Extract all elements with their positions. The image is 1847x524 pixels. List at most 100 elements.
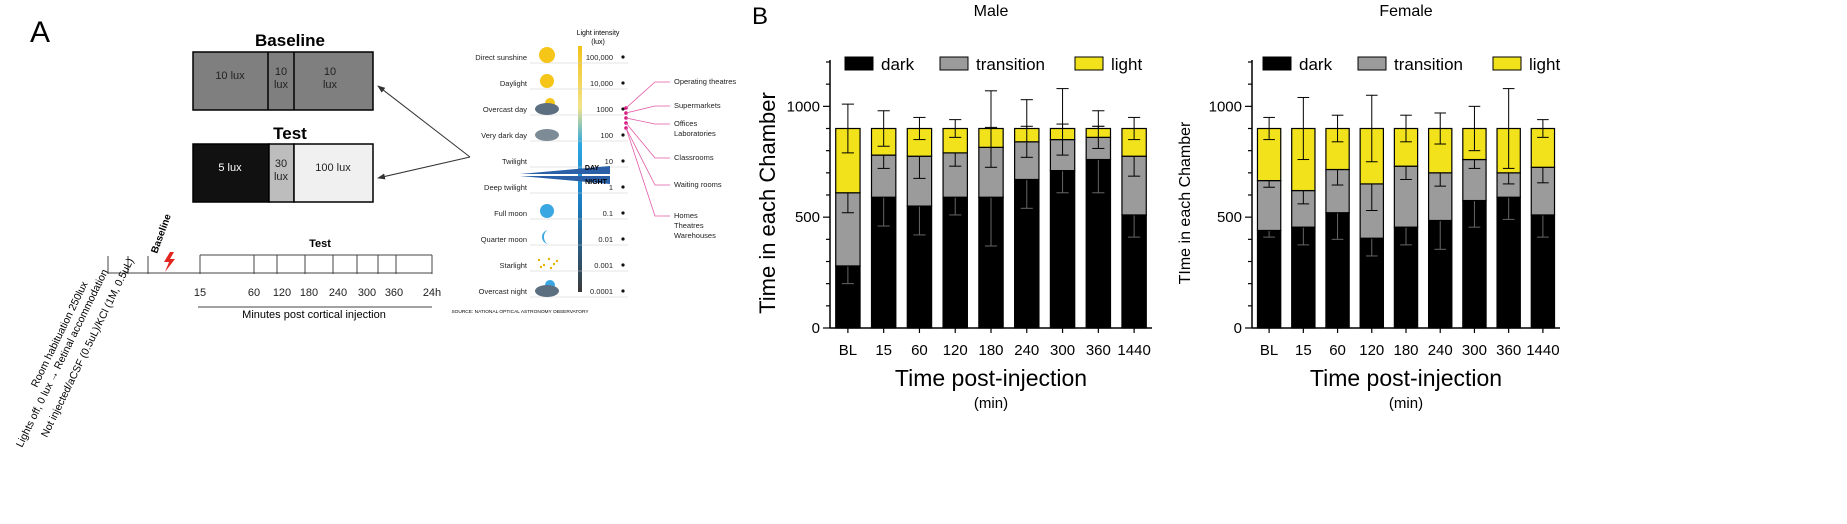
light-level-value: 0.01 [598,235,613,244]
legend-label-transition: transition [1394,55,1463,74]
light-level-dot [621,211,625,215]
x-tick-label: 15 [875,342,892,359]
x-tick-label: 120 [943,342,968,359]
y-axis-label: Time in each Chamber [755,92,780,314]
legend-swatch-transition [939,56,969,71]
cloud-icon [535,103,559,115]
timeline-test-label: Test [309,238,331,250]
x-tick-label: 300 [1050,342,1075,359]
place-label: Offices Laboratories [674,119,716,138]
light-level-name: Full moon [494,209,527,218]
sun-icon [540,74,554,88]
chart-title: Male [974,3,1009,20]
timeline-tick-label: 180 [300,287,318,299]
legend-swatch-light [1074,56,1104,71]
x-axis-label: Time post-injection [1310,365,1502,391]
light-level-name: Overcast day [483,105,527,114]
x-tick-label: 60 [911,342,928,359]
timeline-tick-label: 120 [273,287,291,299]
night-label: NIGHT [585,179,608,186]
place-label: Homes Theatres Warehouses [674,211,716,240]
place-connector [625,105,670,114]
test-box: 5 lux 30 lux 100 lux [192,143,374,203]
chart-title: Female [1379,3,1432,20]
female-chart: Female 0 500 1000 TIme in each Chamber BL 15 60… [1177,3,1560,412]
light-level-value: 10,000 [590,79,613,88]
light-level-value: 100,000 [586,53,613,62]
place-label: Classrooms [674,153,714,162]
light-level-dot [621,289,625,293]
x-tick-label: 180 [1393,342,1418,359]
night-wedge [520,176,610,184]
cloud-icon [535,129,559,141]
legend-label-light: light [1111,55,1142,74]
x-tick-label: 1440 [1117,342,1150,359]
place-connector [625,127,670,186]
test-zone-2-label: 30 lux [274,158,289,183]
light-level-dot [621,237,625,241]
place-label: Operating theatres [674,77,736,86]
light-level-dot [621,185,625,189]
baseline-zone-1-label: 10 lux [215,70,245,82]
timeline-tick-label: 360 [385,287,403,299]
light-scale: Light intensity (lux) Direct sunshine 100,… [451,30,736,315]
star-icon [547,257,551,261]
legend-swatch-transition [1357,56,1387,71]
timeline-tick-label: 15 [194,287,206,299]
x-axis-unit: (min) [1389,395,1423,412]
light-level-name: Deep twilight [484,183,528,192]
light-level-dot [621,159,625,163]
timeline-axis-caption: Minutes post cortical injection [242,309,386,321]
lightning-icon [164,252,175,272]
x-tick-label: 180 [978,342,1003,359]
arrow-to-test [377,156,471,180]
x-tick-label: 15 [1295,342,1312,359]
light-level-value: 100 [600,131,613,140]
x-tick-label: 360 [1496,342,1521,359]
legend-label-dark: dark [881,55,915,74]
panel-b-label: B [752,3,768,30]
x-tick-label: 240 [1014,342,1039,359]
light-level-name: Overcast night [479,287,528,296]
light-level-value: 10 [605,157,613,166]
place-label: Supermarkets [674,101,721,110]
light-level-name: Very dark day [481,131,527,140]
test-title: Test [273,124,307,143]
y-tick-label: 1000 [787,98,820,115]
light-level-name: Direct sunshine [475,53,527,62]
light-level-name: Quarter moon [481,235,527,244]
test-zone-3-label: 100 lux [315,162,351,174]
x-axis-unit: (min) [974,395,1008,412]
place-label: Waiting rooms [674,180,722,189]
quarter-moon-icon [542,230,549,244]
day-wedge [520,166,610,174]
timeline-tick-label: 60 [248,287,260,299]
x-tick-label: 1440 [1526,342,1559,359]
baseline-zone-3-label: 10 lux [323,66,338,91]
star-icon [549,266,553,270]
baseline-title: Baseline [255,31,325,50]
night-cloud-icon [535,285,559,297]
male-chart: Male 0 500 1000 Time in each Chamber BL 15 60 12… [755,3,1152,412]
star-icon [552,262,556,266]
light-level-value: 0.1 [603,209,613,218]
test-zone-1-label: 5 lux [218,162,242,174]
timeline-tick-label: 300 [358,287,376,299]
y-tick-label: 500 [1217,209,1242,226]
day-label: DAY [585,165,599,172]
y-tick-label: 0 [812,320,820,337]
light-level-dot [621,55,625,59]
star-icon [537,258,541,262]
x-axis-label: Time post-injection [895,365,1087,391]
star-icon [542,263,546,267]
star-icon [555,259,559,263]
x-tick-label: 300 [1462,342,1487,359]
bar-dark [1049,170,1076,329]
timeline-tick-label: 240 [329,287,347,299]
legend-swatch-dark [844,56,874,71]
y-tick-label: 500 [795,209,820,226]
legend-swatch-light [1492,56,1522,71]
place-connector [625,122,670,159]
baseline-box: 10 lux 10 lux 10 lux [192,51,374,111]
